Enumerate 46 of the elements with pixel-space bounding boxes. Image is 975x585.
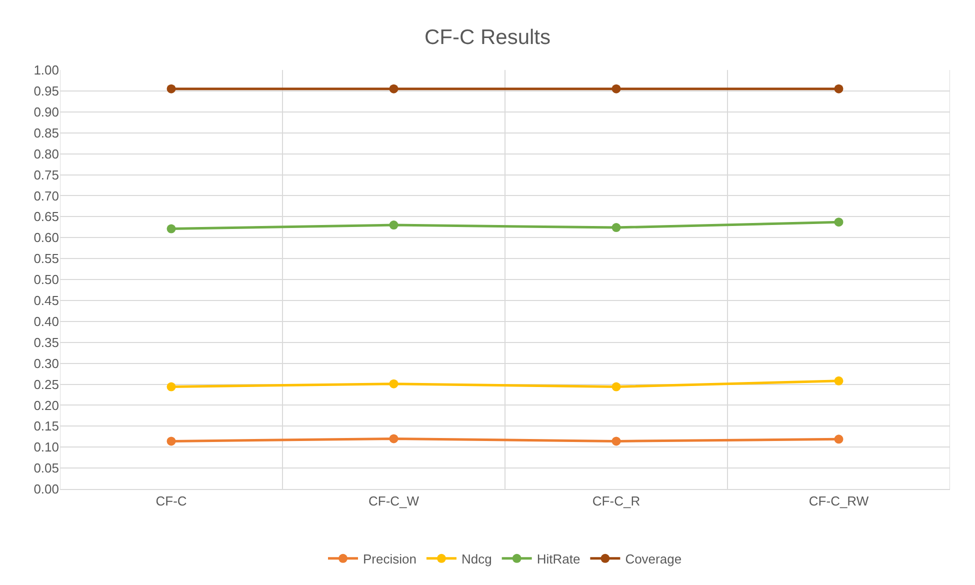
point	[612, 223, 621, 232]
y-tick-label: 0.15	[34, 418, 59, 434]
y-tick-label: 0.10	[34, 440, 59, 455]
point	[834, 376, 844, 386]
y-tick-label: 0.75	[34, 167, 59, 182]
x-tick-label: CF-C	[156, 494, 187, 509]
y-tick-label: 0.40	[34, 314, 59, 329]
point	[389, 434, 398, 444]
point	[166, 382, 176, 392]
y-tick-label: 0.35	[34, 334, 59, 350]
y-tick-label: 0.30	[34, 356, 59, 371]
y-tick-label: 0.00	[34, 482, 59, 497]
y-tick-label: 0.70	[34, 188, 59, 204]
point	[389, 379, 398, 388]
point	[834, 84, 844, 94]
y-tick-label: 0.95	[34, 84, 59, 98]
legend-label: HitRate	[536, 551, 580, 566]
legend-label: Precision	[363, 551, 416, 566]
point	[612, 436, 621, 446]
y-tick-label: 0.25	[34, 376, 59, 392]
y-tick-label: 0.90	[34, 104, 59, 120]
point	[166, 84, 176, 94]
point	[389, 220, 398, 230]
y-tick-label: 0.65	[34, 209, 59, 224]
point	[834, 218, 844, 227]
x-tick-label: CF-C_R	[592, 494, 640, 509]
point	[166, 224, 176, 234]
y-tick-label: 0.05	[34, 460, 59, 476]
x-tick-label: CF-C_RW	[808, 494, 870, 509]
y-tick-label: 0.60	[34, 230, 59, 246]
y-tick-label: 0.85	[34, 125, 59, 140]
y-tick-label: 0.50	[34, 272, 59, 288]
y-tick-label: 0.45	[34, 293, 59, 308]
y-tick-label: 0.55	[34, 251, 59, 266]
legend-label: Coverage	[625, 551, 682, 566]
x-tick-label: CF-C_W	[368, 494, 420, 509]
y-tick-label: 0.80	[34, 146, 59, 162]
y-tick-label: 0.20	[34, 398, 59, 413]
point	[389, 84, 398, 94]
y-tick-label: 1.00	[34, 62, 59, 78]
point	[612, 84, 621, 94]
legend-label: Ndcg	[461, 551, 492, 566]
point	[612, 382, 621, 392]
chart-title: CF-C Results	[424, 26, 551, 49]
point	[166, 436, 176, 446]
point	[834, 434, 844, 444]
